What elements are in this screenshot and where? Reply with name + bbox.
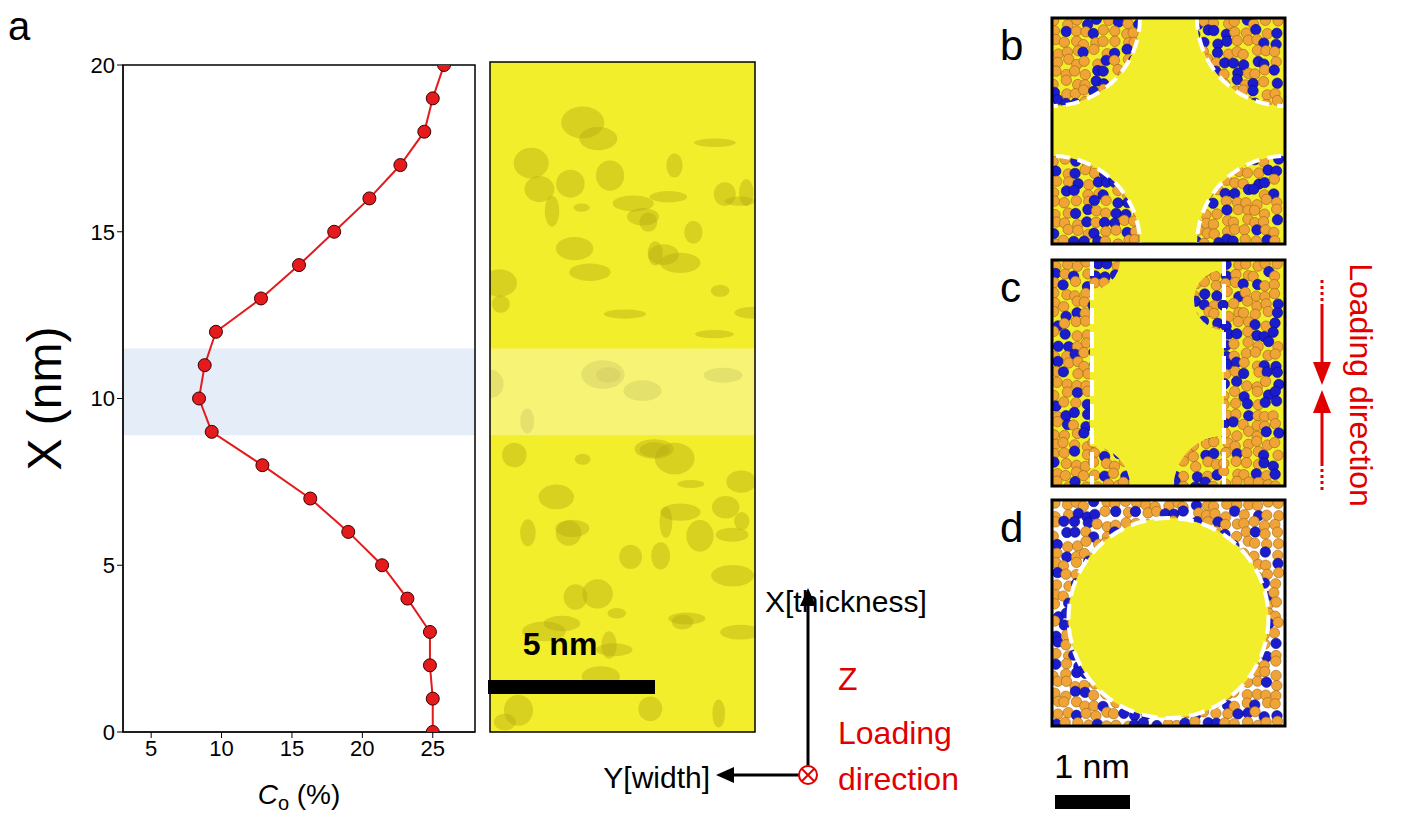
svg-text:c: c	[1000, 264, 1021, 311]
svg-text:direction: direction	[838, 761, 959, 797]
svg-text:5: 5	[103, 553, 115, 578]
svg-text:d: d	[1000, 504, 1023, 551]
svg-text:Loading: Loading	[838, 715, 952, 751]
svg-text:X (nm): X (nm)	[18, 327, 71, 471]
svg-text:10: 10	[209, 736, 233, 761]
svg-text:Co (%): Co (%)	[258, 779, 341, 814]
svg-text:Z: Z	[838, 661, 858, 697]
svg-text:0: 0	[103, 720, 115, 745]
svg-text:a: a	[8, 4, 31, 48]
svg-text:Loading direction: Loading direction	[1343, 263, 1379, 507]
svg-text:15: 15	[91, 220, 115, 245]
svg-text:b: b	[1000, 22, 1023, 69]
svg-text:Y[width]: Y[width]	[603, 761, 710, 794]
svg-text:1 nm: 1 nm	[1054, 747, 1130, 785]
svg-text:20: 20	[350, 736, 374, 761]
svg-text:25: 25	[421, 736, 445, 761]
svg-text:10: 10	[91, 386, 115, 411]
svg-text:X[thickness]: X[thickness]	[765, 585, 927, 618]
svg-text:5 nm: 5 nm	[523, 626, 598, 662]
svg-text:20: 20	[91, 53, 115, 78]
svg-text:15: 15	[280, 736, 304, 761]
svg-text:5: 5	[145, 736, 157, 761]
